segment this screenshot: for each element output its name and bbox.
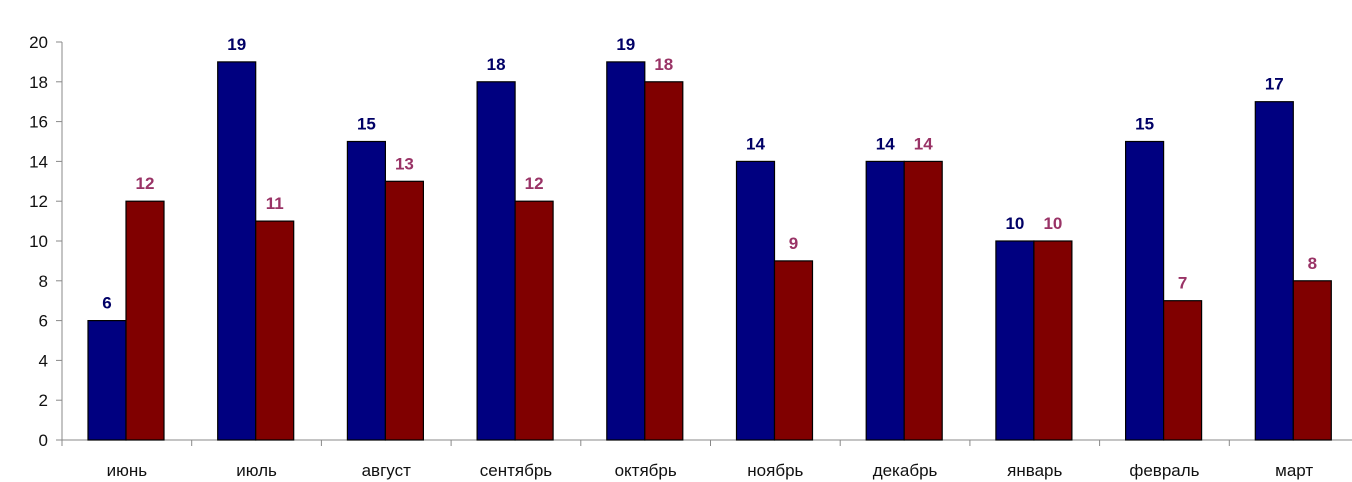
bar-series-1 [735, 160, 776, 441]
data-label-series-1: 15 [357, 115, 376, 134]
data-label-series-1: 19 [616, 35, 635, 54]
bar-series-2 [384, 180, 424, 441]
bar-series-2 [773, 260, 814, 441]
bar-series-2 [644, 81, 684, 441]
data-label-series-1: 6 [102, 294, 111, 313]
bar-series-2 [1162, 300, 1203, 441]
x-category-label: август [362, 461, 411, 480]
bar-series-2 [125, 200, 165, 441]
bar-series-1 [1124, 140, 1165, 441]
data-label-series-1: 10 [1005, 214, 1024, 233]
y-tick-label: 18 [29, 73, 48, 92]
bar-series-1 [217, 61, 257, 441]
x-category-label: январь [1007, 461, 1062, 480]
y-tick-label: 2 [39, 391, 48, 410]
x-category-label: март [1275, 461, 1313, 480]
x-category-label: июнь [107, 461, 148, 480]
data-label-series-1: 17 [1265, 75, 1284, 94]
x-category-label: декабрь [873, 461, 938, 480]
y-tick-label: 12 [29, 192, 48, 211]
bar-series-1 [865, 160, 905, 441]
y-tick-label: 0 [39, 431, 48, 450]
bar-series-1 [1254, 101, 1294, 441]
bar-series-2 [514, 200, 554, 441]
bar-series-2 [903, 160, 943, 441]
bar-series-1 [476, 81, 516, 441]
data-label-series-1: 18 [487, 55, 506, 74]
y-tick-label: 6 [39, 312, 48, 331]
y-tick-label: 16 [29, 113, 48, 132]
y-tick-label: 14 [29, 152, 48, 171]
data-label-series-2: 18 [654, 55, 673, 74]
y-tick-label: 4 [39, 351, 48, 370]
x-category-label: ноябрь [747, 461, 803, 480]
y-tick-label: 10 [29, 232, 48, 251]
data-label-series-2: 7 [1178, 274, 1187, 293]
bar-series-1 [87, 320, 127, 441]
bar-series-2 [255, 220, 295, 441]
data-label-series-1: 15 [1135, 115, 1154, 134]
bar-series-1 [995, 240, 1035, 441]
data-label-series-2: 13 [395, 154, 414, 173]
y-tick-label: 8 [39, 272, 48, 291]
y-tick-label: 20 [29, 33, 48, 52]
data-label-series-2: 9 [789, 234, 798, 253]
data-label-series-1: 14 [746, 134, 765, 153]
x-category-label: февраль [1129, 461, 1199, 480]
data-label-series-1: 19 [227, 35, 246, 54]
data-label-series-2: 12 [136, 174, 155, 193]
x-category-label: сентябрь [480, 461, 553, 480]
data-label-series-2: 14 [914, 134, 933, 153]
data-label-series-2: 12 [525, 174, 544, 193]
data-label-series-2: 10 [1043, 214, 1062, 233]
bar-series-1 [606, 61, 646, 441]
data-label-series-2: 11 [266, 194, 284, 213]
bar-series-2 [1033, 240, 1073, 441]
data-label-series-1: 14 [876, 134, 895, 153]
bar-series-2 [1292, 280, 1332, 441]
x-category-label: июль [236, 461, 277, 480]
x-category-label: октябрь [615, 461, 677, 480]
bar-series-1 [346, 140, 386, 441]
data-label-series-2: 8 [1308, 254, 1317, 273]
